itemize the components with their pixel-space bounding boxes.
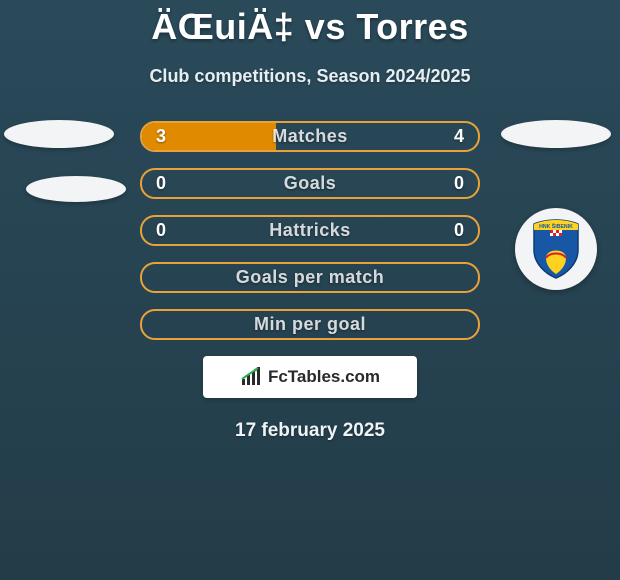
right-player-column: HNK ŠIBENIK <box>496 120 616 290</box>
value-left: 3 <box>142 126 166 147</box>
stat-bar: Goals per match <box>140 262 480 293</box>
stat-bar: Min per goal <box>140 309 480 340</box>
bar-label: Goals per match <box>236 267 385 288</box>
club-badge: HNK ŠIBENIK <box>515 208 597 290</box>
player-photo-placeholder <box>4 120 114 148</box>
club-logo-placeholder <box>26 176 126 202</box>
player-photo-placeholder <box>501 120 611 148</box>
stat-bar: 0 Hattricks 0 <box>140 215 480 246</box>
bar-label: Hattricks <box>269 220 351 241</box>
left-player-column <box>4 120 134 202</box>
page-title: ÄŒuiÄ‡ vs Torres <box>0 0 620 48</box>
stat-bar: 0 Goals 0 <box>140 168 480 199</box>
date-text: 17 february 2025 <box>0 420 620 442</box>
shield-icon: HNK ŠIBENIK <box>528 218 584 280</box>
attribution-badge: FcTables.com <box>203 356 417 398</box>
bar-label: Goals <box>284 173 337 194</box>
stat-row: Min per goal <box>0 309 620 340</box>
subtitle: Club competitions, Season 2024/2025 <box>0 66 620 87</box>
value-right: 0 <box>454 220 478 241</box>
value-left: 0 <box>142 220 166 241</box>
stat-bar: 3 Matches 4 <box>140 121 480 152</box>
attribution-text: FcTables.com <box>268 367 380 387</box>
value-left: 0 <box>142 173 166 194</box>
bar-label: Matches <box>272 126 348 147</box>
value-right: 0 <box>454 173 478 194</box>
badge-top-text: HNK ŠIBENIK <box>539 222 573 230</box>
bar-label: Min per goal <box>254 314 366 335</box>
value-right: 4 <box>454 126 478 147</box>
bar-chart-icon <box>240 367 264 387</box>
